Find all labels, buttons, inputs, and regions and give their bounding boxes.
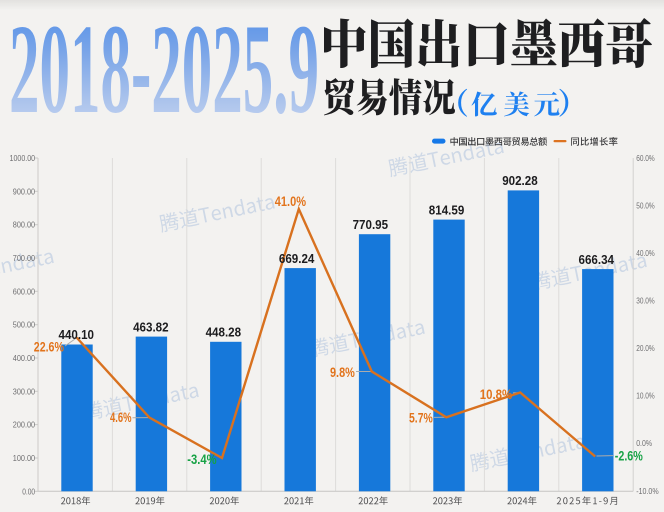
svg-text:800.00: 800.00 — [13, 221, 36, 230]
svg-text:30.0%: 30.0% — [636, 297, 655, 306]
svg-text:41.0%: 41.0% — [275, 194, 306, 209]
svg-text:700.00: 700.00 — [13, 254, 36, 263]
svg-text:463.82: 463.82 — [133, 319, 169, 334]
svg-text:5.7%: 5.7% — [409, 410, 433, 425]
svg-text:770.95: 770.95 — [353, 217, 389, 232]
svg-text:-3.4%: -3.4% — [187, 452, 216, 467]
svg-text:814.59: 814.59 — [429, 202, 465, 217]
svg-text:4.6%: 4.6% — [110, 410, 132, 425]
svg-text:9.8%: 9.8% — [330, 365, 355, 380]
svg-text:-2.6%: -2.6% — [615, 448, 643, 463]
svg-text:1000.00: 1000.00 — [10, 154, 36, 163]
svg-text:0.0%: 0.0% — [636, 439, 652, 448]
svg-text:40.0%: 40.0% — [636, 249, 655, 258]
svg-text:666.34: 666.34 — [579, 252, 615, 267]
svg-text:500.00: 500.00 — [13, 321, 36, 330]
svg-text:20.0%: 20.0% — [636, 344, 655, 353]
svg-text:300.00: 300.00 — [13, 387, 36, 396]
svg-text:200.00: 200.00 — [13, 421, 36, 430]
svg-text:22.6%: 22.6% — [34, 339, 64, 354]
svg-text:-10.0%: -10.0% — [636, 487, 659, 496]
svg-text:900.00: 900.00 — [13, 187, 36, 196]
svg-text:600.00: 600.00 — [13, 287, 36, 296]
svg-text:2018-2025.9: 2018-2025.9 — [9, 0, 319, 140]
svg-text:60.0%: 60.0% — [636, 154, 655, 163]
svg-text:400.00: 400.00 — [13, 354, 36, 363]
svg-text:0.00: 0.00 — [22, 487, 35, 496]
svg-text:50.0%: 50.0% — [636, 201, 655, 210]
svg-text:448.28: 448.28 — [206, 325, 242, 340]
svg-text:100.00: 100.00 — [13, 454, 36, 463]
svg-text:669.24: 669.24 — [279, 251, 315, 266]
svg-text:10.0%: 10.0% — [636, 392, 655, 401]
svg-text:440.10: 440.10 — [59, 327, 95, 342]
svg-text:902.28: 902.28 — [502, 173, 538, 188]
svg-text:10.8%: 10.8% — [480, 387, 512, 402]
